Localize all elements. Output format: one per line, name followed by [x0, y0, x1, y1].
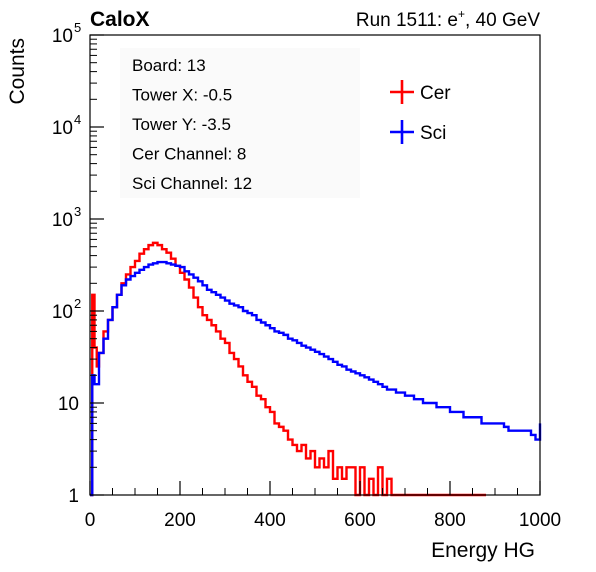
y-tick-label: 1 [68, 486, 79, 507]
chart-header-right-prefix: Run 1511: e [356, 10, 458, 31]
x-tick-label: 200 [164, 510, 196, 531]
legend-label-sci: Sci [420, 123, 446, 144]
info-line: Tower X: -0.5 [132, 86, 232, 105]
series-cer-line [90, 241, 486, 497]
x-axis-ticks: 0 200 400 600 800 1000 [85, 481, 561, 531]
y-tick-label: 10 [52, 210, 73, 231]
x-tick-label: 400 [254, 510, 286, 531]
y-tick-label: 10 [52, 118, 73, 139]
info-line: Cer Channel: 8 [132, 145, 246, 164]
x-axis-label: Energy HG [431, 539, 535, 562]
x-tick-label: 0 [85, 510, 96, 531]
info-box [120, 48, 360, 198]
y-tick-exponent: 3 [74, 204, 81, 219]
legend-label-cer: Cer [420, 83, 451, 104]
x-tick-label: 800 [434, 510, 466, 531]
info-box-lines: Board: 13 Tower X: -0.5 Tower Y: -3.5 Cer C… [132, 56, 252, 193]
y-tick-exponent: 4 [74, 112, 81, 127]
y-tick-label: 10 [52, 302, 73, 323]
series-layer [90, 241, 542, 497]
series-sci-line [90, 260, 542, 497]
legend: Cer Sci [390, 80, 451, 144]
info-line: Tower Y: -3.5 [132, 115, 231, 134]
chart-header-right-sup: + [458, 7, 465, 21]
chart-header-left: CaloX [90, 8, 150, 31]
y-tick-label: 10 [58, 394, 79, 415]
x-tick-label: 1000 [519, 510, 561, 531]
chart-header-right: Run 1511: e+, 40 GeV [356, 7, 540, 31]
info-line: Sci Channel: 12 [132, 174, 252, 193]
y-tick-exponent: 5 [74, 20, 81, 35]
y-tick-exponent: 2 [74, 296, 81, 311]
y-tick-label: 10 [52, 26, 73, 47]
info-line: Board: 13 [132, 56, 206, 75]
y-axis-label: Counts [6, 38, 29, 105]
x-tick-label: 600 [344, 510, 376, 531]
chart-header-right-suffix: , 40 GeV [465, 10, 540, 31]
